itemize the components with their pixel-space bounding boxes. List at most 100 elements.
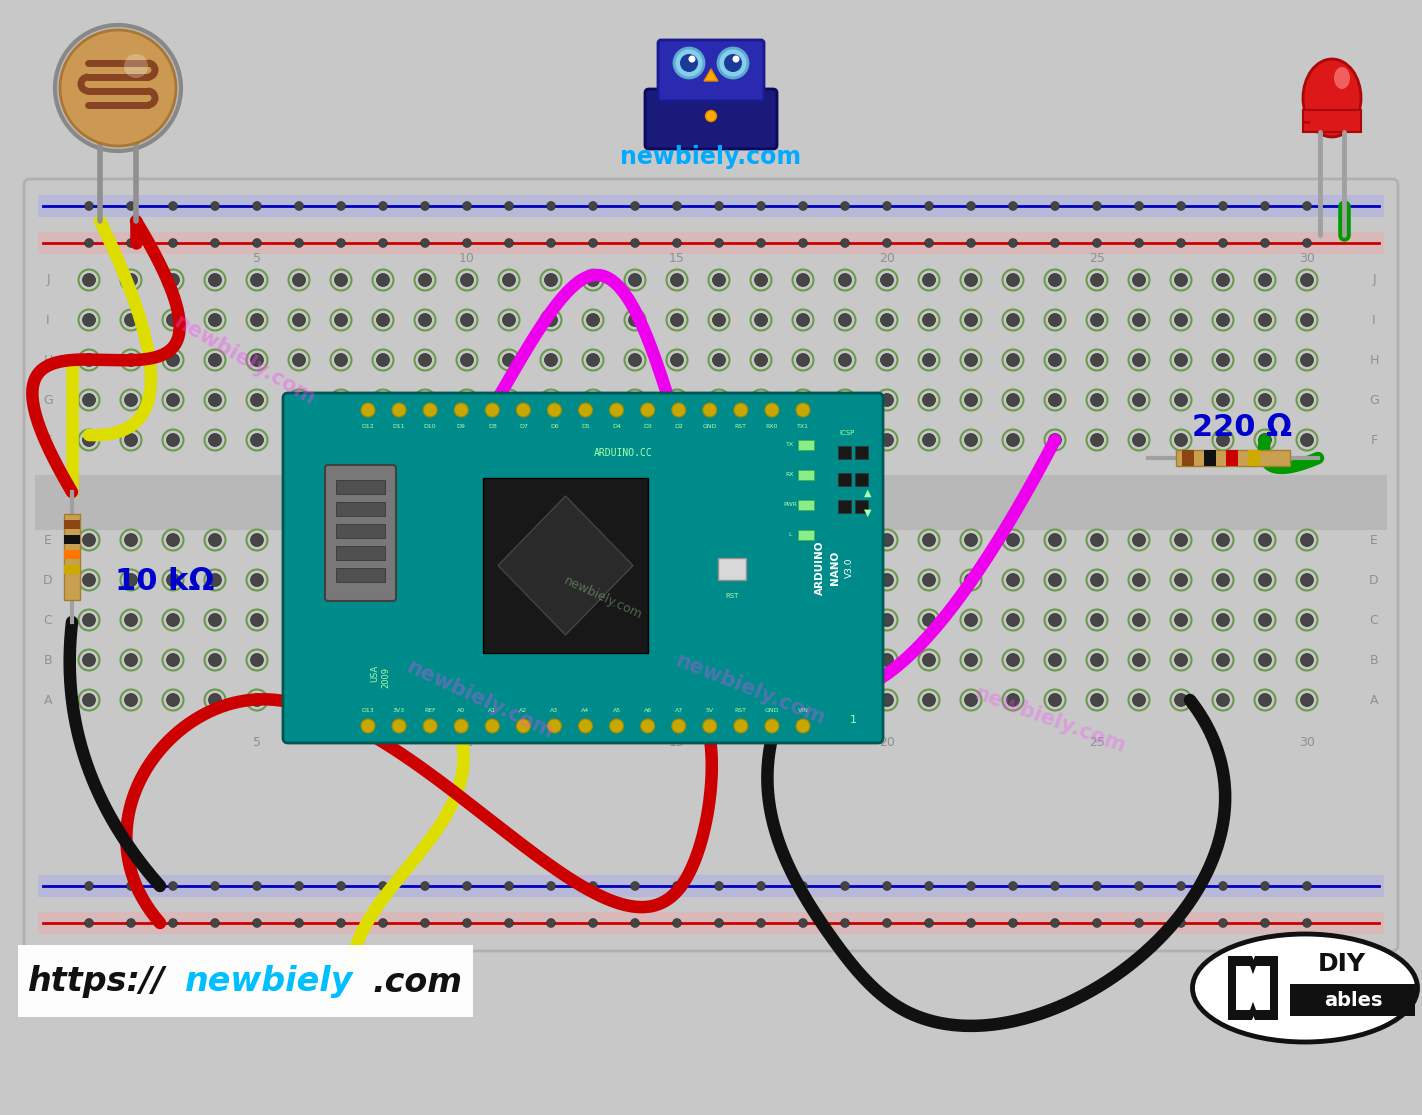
Bar: [336, 524, 385, 539]
Circle shape: [502, 694, 516, 707]
Bar: [798, 440, 813, 450]
Polygon shape: [1236, 966, 1258, 1010]
Circle shape: [82, 533, 95, 546]
Circle shape: [516, 403, 530, 417]
Circle shape: [1132, 394, 1146, 407]
Circle shape: [718, 48, 748, 78]
Circle shape: [209, 313, 222, 327]
Circle shape: [671, 653, 684, 667]
Circle shape: [253, 919, 262, 928]
Circle shape: [839, 434, 852, 446]
Circle shape: [883, 239, 892, 248]
Circle shape: [502, 653, 516, 667]
Circle shape: [1301, 394, 1314, 407]
Circle shape: [755, 613, 768, 627]
Bar: [1182, 450, 1194, 466]
Circle shape: [880, 353, 893, 367]
Circle shape: [796, 653, 809, 667]
Circle shape: [210, 239, 219, 248]
Circle shape: [964, 653, 977, 667]
Circle shape: [712, 653, 725, 667]
Circle shape: [209, 533, 222, 546]
Circle shape: [1048, 653, 1061, 667]
Circle shape: [1258, 573, 1271, 586]
Circle shape: [1303, 882, 1311, 891]
Circle shape: [586, 313, 600, 327]
Circle shape: [1135, 202, 1143, 211]
Circle shape: [923, 273, 936, 287]
Circle shape: [586, 353, 600, 367]
Circle shape: [839, 353, 852, 367]
Circle shape: [883, 882, 892, 891]
Circle shape: [671, 273, 684, 287]
Circle shape: [673, 919, 681, 928]
Circle shape: [127, 239, 135, 248]
Circle shape: [579, 719, 593, 733]
Circle shape: [673, 882, 681, 891]
Text: 30: 30: [1300, 736, 1315, 748]
Text: 10 kΩ: 10 kΩ: [115, 568, 215, 597]
Circle shape: [1007, 313, 1020, 327]
Bar: [64, 550, 80, 559]
Circle shape: [1301, 434, 1314, 446]
Circle shape: [546, 239, 556, 248]
Bar: [38, 232, 1384, 254]
Circle shape: [337, 919, 346, 928]
Text: H: H: [43, 353, 53, 367]
Bar: [838, 446, 850, 459]
Bar: [798, 500, 813, 510]
Circle shape: [1301, 273, 1314, 287]
Circle shape: [629, 694, 641, 707]
Circle shape: [1301, 613, 1314, 627]
Text: RST: RST: [725, 593, 738, 599]
Circle shape: [127, 882, 135, 891]
Circle shape: [755, 533, 768, 546]
Bar: [1303, 110, 1361, 132]
Circle shape: [293, 394, 306, 407]
Text: J: J: [1372, 273, 1376, 287]
Circle shape: [293, 353, 306, 367]
Circle shape: [125, 273, 138, 287]
Circle shape: [1132, 353, 1146, 367]
Circle shape: [964, 613, 977, 627]
Text: TX1: TX1: [796, 424, 809, 428]
Circle shape: [671, 434, 684, 446]
Circle shape: [610, 403, 624, 417]
Circle shape: [82, 353, 95, 367]
Circle shape: [1007, 353, 1020, 367]
Text: newbiely.com: newbiely.com: [673, 651, 828, 729]
Circle shape: [610, 719, 624, 733]
Circle shape: [1175, 394, 1187, 407]
Circle shape: [421, 202, 429, 211]
Circle shape: [502, 273, 516, 287]
Circle shape: [1216, 313, 1230, 327]
Text: D13: D13: [361, 708, 374, 712]
Circle shape: [1008, 239, 1018, 248]
Circle shape: [461, 533, 474, 546]
Text: G: G: [43, 394, 53, 407]
Text: A: A: [1369, 694, 1378, 707]
Circle shape: [462, 239, 472, 248]
Circle shape: [1301, 653, 1314, 667]
Circle shape: [755, 353, 768, 367]
Text: .com: .com: [373, 966, 462, 999]
Circle shape: [839, 273, 852, 287]
Circle shape: [250, 694, 263, 707]
Circle shape: [880, 533, 893, 546]
Circle shape: [545, 434, 557, 446]
Circle shape: [418, 694, 431, 707]
Polygon shape: [1229, 956, 1266, 1020]
Polygon shape: [498, 496, 633, 636]
Circle shape: [377, 653, 390, 667]
Circle shape: [462, 882, 472, 891]
Circle shape: [880, 573, 893, 586]
Circle shape: [210, 919, 219, 928]
Circle shape: [377, 694, 390, 707]
Circle shape: [967, 919, 975, 928]
Text: H: H: [1369, 353, 1379, 367]
Circle shape: [82, 573, 95, 586]
Ellipse shape: [1193, 934, 1418, 1043]
Circle shape: [461, 313, 474, 327]
Circle shape: [1258, 613, 1271, 627]
Circle shape: [502, 313, 516, 327]
